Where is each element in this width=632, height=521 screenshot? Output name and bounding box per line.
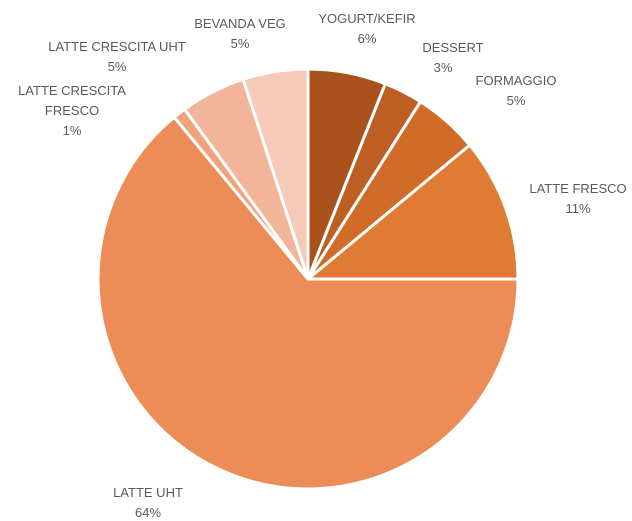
slice-value-label: 5% xyxy=(231,36,250,51)
slice-category-label: FORMAGGIO xyxy=(476,73,557,88)
data-label-dessert: DESSERT 3% xyxy=(422,40,483,75)
slice-category-label: LATTE CRESCITA FRESCO xyxy=(18,83,126,118)
slice-value-label: 11% xyxy=(565,201,590,216)
pie-slice-bevanda-veg xyxy=(241,67,310,281)
data-label-bevanda-veg: BEVANDA VEG 5% xyxy=(194,16,286,51)
data-label-latte-crescita-uht: LATTE CRESCITA UHT 5% xyxy=(48,39,186,74)
slice-value-label: 1% xyxy=(63,123,82,138)
slice-category-label: LATTE UHT xyxy=(113,485,183,500)
slice-category-label: YOGURT/KEFIR xyxy=(318,11,415,26)
slice-value-label: 3% xyxy=(434,60,453,75)
pie-slices xyxy=(96,67,520,491)
slice-category-label: LATTE CRESCITA UHT xyxy=(48,39,186,54)
data-label-formaggio: FORMAGGIO 5% xyxy=(476,73,557,108)
data-label-latte-crescita-fresco: LATTE CRESCITA FRESCO 1% xyxy=(18,83,126,138)
data-label-latte-uht: LATTE UHT 64% xyxy=(113,485,183,520)
pie-slice-latte-fresco xyxy=(306,143,520,281)
pie-slice-latte-uht xyxy=(96,115,520,491)
slice-value-label: 64% xyxy=(135,505,161,520)
pie-labels: YOGURT/KEFIR6%DESSERT3%FORMAGGIO5%LATTE … xyxy=(18,11,627,520)
data-label-yogurt-kefir: YOGURT/KEFIR 6% xyxy=(318,11,415,46)
slice-category-label: LATTE FRESCO xyxy=(529,181,626,196)
slice-value-label: 5% xyxy=(507,93,526,108)
slice-value-label: 6% xyxy=(358,31,377,46)
data-label-latte-fresco: LATTE FRESCO 11% xyxy=(529,181,626,216)
slice-category-label: BEVANDA VEG xyxy=(194,16,286,31)
slice-value-label: 5% xyxy=(108,59,127,74)
slice-category-label: DESSERT xyxy=(422,40,483,55)
